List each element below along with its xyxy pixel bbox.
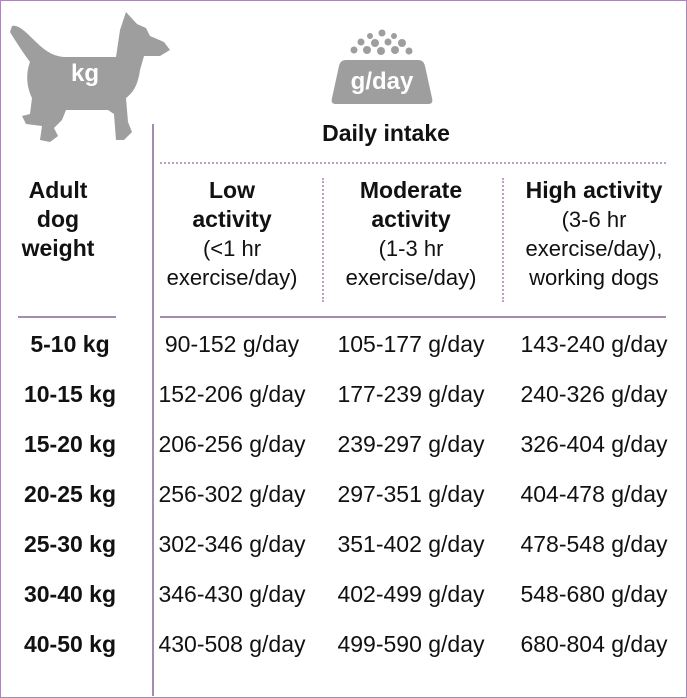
table-row: 10-15 kg 152-206 g/day 177-239 g/day 240… [0, 374, 687, 414]
weight-cell: 25-30 kg [23, 531, 117, 557]
high-intake-cell: 478-548 g/day [520, 531, 668, 557]
moderate-intake-cell: 499-590 g/day [337, 631, 485, 657]
weight-cell: 5-10 kg [30, 331, 110, 357]
food-bowl-icon [331, 29, 433, 104]
weight-header-line: Adult [28, 177, 88, 203]
header-underline [160, 316, 666, 318]
food-bowl-icon-label: g/day [350, 68, 414, 95]
header-bold-line: Moderate [359, 177, 463, 203]
weight-cell: 20-25 kg [23, 481, 117, 507]
header-line: exercise/day) [345, 265, 477, 290]
table-row: 15-20 kg 206-256 g/day 239-297 g/day 326… [0, 424, 687, 464]
high-intake-cell: 404-478 g/day [520, 481, 668, 507]
moderate-intake-cell: 402-499 g/day [337, 581, 485, 607]
table-row: 5-10 kg 90-152 g/day 105-177 g/day 143-2… [0, 324, 687, 364]
high-intake-cell: 548-680 g/day [520, 581, 668, 607]
moderate-intake-cell: 351-402 g/day [337, 531, 485, 557]
high-activity-header: High activity (3-6 hr exercise/day), wor… [506, 176, 682, 292]
weight-cell: 10-15 kg [23, 381, 117, 407]
header-underline [18, 316, 116, 318]
low-intake-cell: 152-206 g/day [158, 381, 306, 407]
header-bold-line: activity [371, 206, 451, 232]
high-intake-cell: 326-404 g/day [520, 431, 668, 457]
header-line: exercise/day), [525, 236, 663, 261]
header-line: (<1 hr [202, 236, 262, 261]
header-bold-line: Low [209, 177, 255, 203]
low-intake-cell: 302-346 g/day [158, 531, 306, 557]
dog-icon-label: kg [70, 60, 99, 87]
high-intake-cell: 680-804 g/day [520, 631, 668, 657]
low-intake-cell: 256-302 g/day [158, 481, 306, 507]
low-intake-cell: 90-152 g/day [164, 331, 300, 357]
table-title: Daily intake [322, 120, 450, 146]
header-line: working dogs [529, 265, 659, 290]
weight-column-header: Adult dog weight [0, 176, 116, 263]
weight-header-line: weight [21, 235, 95, 261]
moderate-intake-cell: 105-177 g/day [337, 331, 485, 357]
column-divider-line [152, 124, 154, 696]
header-line: (1-3 hr [378, 236, 444, 261]
title-dotted-divider [160, 162, 666, 164]
header-bold-line: High activity [525, 177, 663, 203]
header-line: (3-6 hr [561, 207, 627, 232]
header-bold-line: activity [192, 206, 272, 232]
table-row: 25-30 kg 302-346 g/day 351-402 g/day 478… [0, 524, 687, 564]
table-row: 20-25 kg 256-302 g/day 297-351 g/day 404… [0, 474, 687, 514]
moderate-intake-cell: 177-239 g/day [337, 381, 485, 407]
header-line: exercise/day) [166, 265, 298, 290]
low-activity-header: Low activity (<1 hr exercise/day) [152, 176, 312, 292]
header-dotted-divider [322, 178, 324, 302]
table-row: 30-40 kg 346-430 g/day 402-499 g/day 548… [0, 574, 687, 614]
weight-cell: 30-40 kg [23, 581, 117, 607]
high-intake-cell: 143-240 g/day [520, 331, 668, 357]
weight-header-line: dog [36, 206, 80, 232]
weight-cell: 15-20 kg [23, 431, 117, 457]
table-row: 40-50 kg 430-508 g/day 499-590 g/day 680… [0, 624, 687, 664]
dog-icon [10, 12, 170, 142]
moderate-intake-cell: 239-297 g/day [337, 431, 485, 457]
low-intake-cell: 430-508 g/day [158, 631, 306, 657]
moderate-activity-header: Moderate activity (1-3 hr exercise/day) [326, 176, 496, 292]
high-intake-cell: 240-326 g/day [520, 381, 668, 407]
low-intake-cell: 346-430 g/day [158, 581, 306, 607]
weight-cell: 40-50 kg [23, 631, 117, 657]
header-dotted-divider [502, 178, 504, 302]
moderate-intake-cell: 297-351 g/day [337, 481, 485, 507]
low-intake-cell: 206-256 g/day [158, 431, 306, 457]
